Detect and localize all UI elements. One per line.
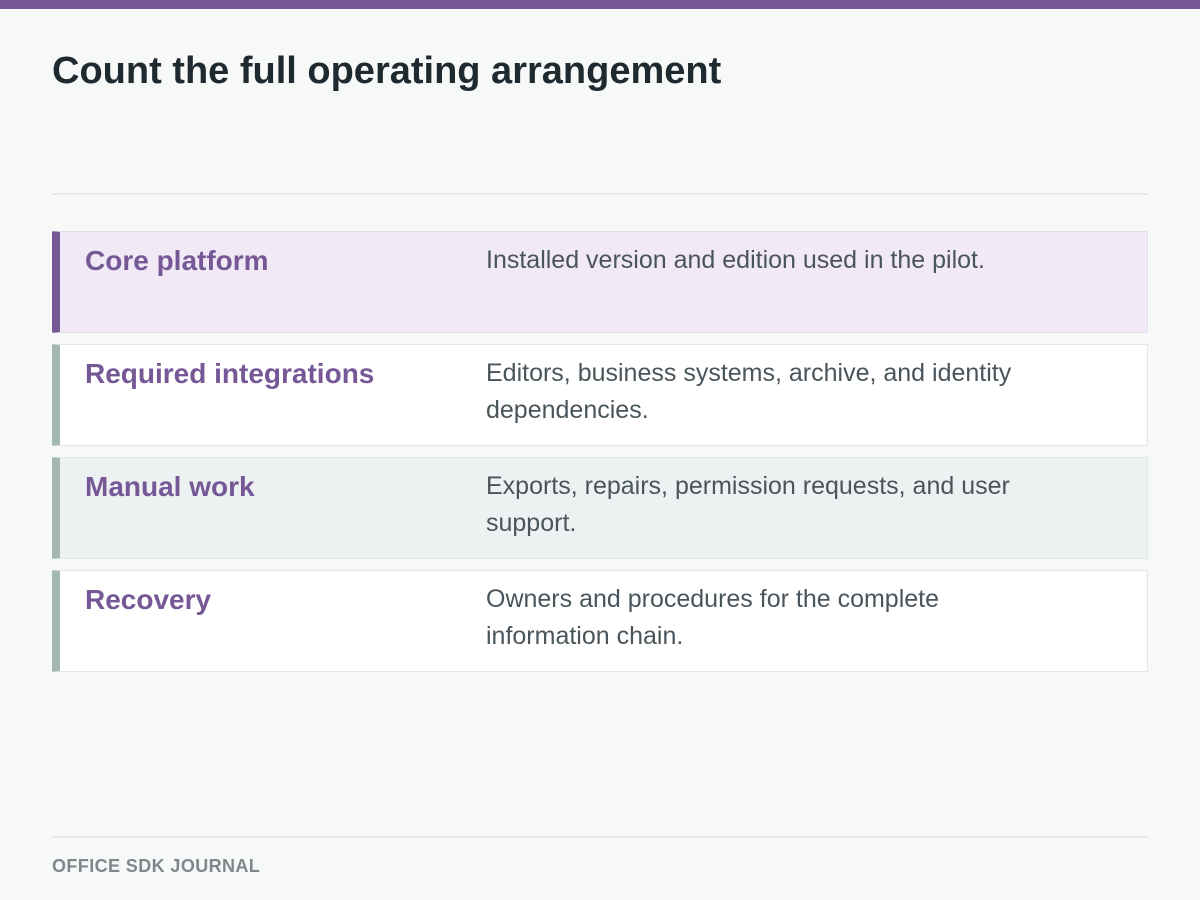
row-description: Owners and procedures for the complete i… bbox=[486, 585, 940, 650]
list-item-core-platform: Core platform Installed version and edit… bbox=[52, 231, 1148, 333]
top-accent-bar bbox=[0, 0, 1200, 9]
page-title: Count the full operating arrangement bbox=[52, 50, 722, 92]
row-label: Required integrations bbox=[85, 358, 375, 389]
row-label: Recovery bbox=[85, 584, 212, 615]
list-item-manual-work: Manual work Exports, repairs, permission… bbox=[52, 457, 1148, 559]
footer-divider bbox=[52, 836, 1148, 838]
row-label: Core platform bbox=[85, 245, 269, 276]
arrangement-list: Core platform Installed version and edit… bbox=[52, 231, 1148, 683]
footer-label: OFFICE SDK JOURNAL bbox=[52, 856, 261, 876]
row-label: Manual work bbox=[85, 471, 255, 502]
list-item-required-integrations: Required integrations Editors, business … bbox=[52, 344, 1148, 446]
list-item-recovery: Recovery Owners and procedures for the c… bbox=[52, 570, 1148, 672]
row-description: Installed version and edition used in th… bbox=[486, 246, 985, 274]
title-divider bbox=[52, 193, 1148, 195]
row-description: Editors, business systems, archive, and … bbox=[486, 359, 1012, 424]
row-description: Exports, repairs, permission requests, a… bbox=[486, 472, 1010, 537]
